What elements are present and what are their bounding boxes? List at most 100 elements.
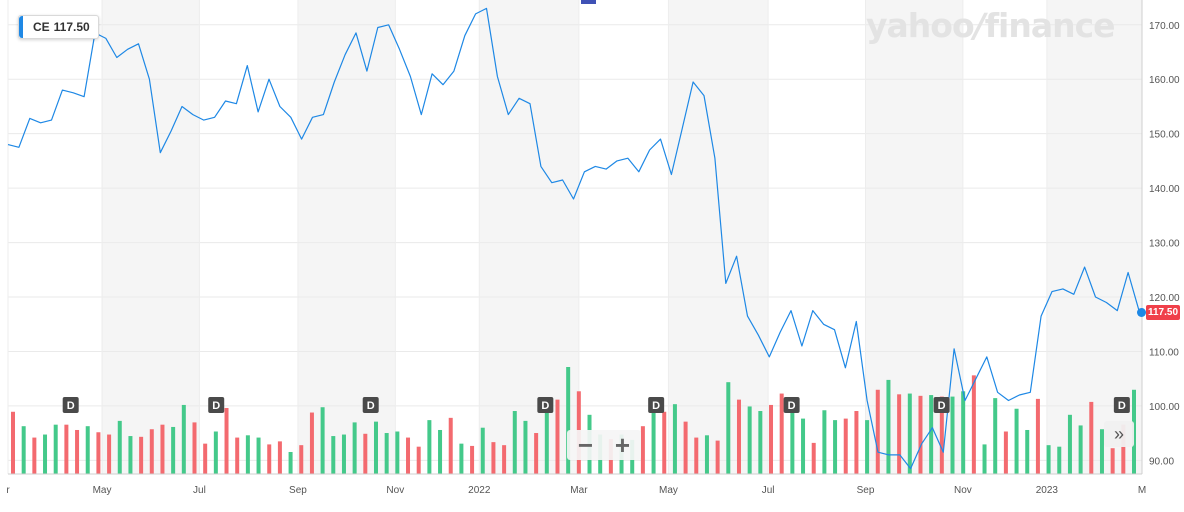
volume-bar — [929, 395, 934, 474]
x-tick-label: 2022 — [468, 485, 491, 496]
price-line — [7, 7, 1140, 470]
volume-bar — [43, 434, 48, 474]
y-tick-label: 110.00 — [1149, 347, 1179, 358]
volume-bar — [854, 411, 859, 474]
volume-bar — [11, 411, 15, 474]
volume-bar — [875, 389, 880, 474]
volume-bar — [21, 426, 26, 474]
volume-bar — [32, 437, 37, 474]
volume-bar — [491, 442, 496, 474]
volume-bar — [288, 451, 293, 474]
dividend-box — [783, 397, 800, 413]
volume-bar — [672, 404, 677, 474]
volume-bar — [961, 391, 966, 474]
volume-bar — [726, 382, 731, 474]
month-bands — [102, 0, 1142, 474]
volume-bar — [843, 418, 848, 474]
volume-bar — [1078, 425, 1083, 474]
volume-bar — [96, 432, 101, 474]
volume-bar — [192, 422, 197, 474]
volume-bar — [736, 399, 741, 474]
volume-bar — [224, 407, 229, 474]
volume-bar — [939, 396, 944, 474]
dividend-box — [62, 397, 79, 413]
volume-bar — [694, 437, 699, 474]
volume-bar — [822, 410, 827, 474]
volume-bar — [459, 443, 464, 474]
volume-bar — [640, 426, 645, 474]
y-tick-label: 170.00 — [1149, 21, 1180, 32]
x-tick-label: Sep — [289, 485, 307, 496]
volume-bar — [1132, 389, 1136, 474]
dividend-marker: D — [1113, 397, 1130, 413]
x-tick-label: Jul — [193, 485, 206, 496]
dividend-letter: D — [212, 400, 220, 412]
y-tick-label: 90.00 — [1149, 456, 1174, 467]
x-tick-label: Mar — [570, 485, 588, 496]
x-tick-label: M — [1138, 485, 1146, 496]
zoom-in-button[interactable]: + — [614, 429, 631, 460]
volume-bar — [758, 411, 763, 474]
volume-bar — [53, 424, 58, 474]
shaded-month-band — [479, 0, 579, 474]
volume-bar — [1046, 445, 1051, 474]
shaded-month-band — [102, 0, 200, 474]
volume-bar — [566, 367, 571, 474]
x-tick-label: Jul — [762, 485, 775, 496]
volume-bar — [139, 436, 144, 474]
volume-bar — [897, 394, 902, 474]
volume-bar — [117, 420, 122, 474]
volume-bar — [352, 422, 357, 474]
volume-bar — [534, 433, 539, 474]
range-marker[interactable] — [581, 0, 596, 4]
ticker-symbol: CE — [33, 20, 50, 34]
dividend-letter: D — [367, 400, 375, 412]
price-line-group — [7, 7, 1140, 470]
volume-bar — [1035, 398, 1040, 474]
axes: 90.00 100.00 110.00 120.00 130.00 140.00 150.0… — [6, 0, 1180, 496]
volume-bar — [406, 437, 411, 474]
volume-bars — [11, 367, 1136, 474]
volume-bar — [341, 434, 346, 474]
y-tick-label: 120.00 — [1149, 293, 1180, 304]
logo-finance: finance — [984, 6, 1116, 45]
y-tick-label: 140.00 — [1149, 184, 1180, 195]
volume-bar — [213, 431, 218, 474]
volume-bar — [149, 429, 154, 474]
volume-bar — [950, 396, 955, 474]
volume-bar — [107, 434, 112, 474]
volume-bar — [502, 445, 507, 474]
dividend-letter: D — [1118, 400, 1126, 412]
volume-bar — [277, 441, 282, 474]
volume-bar — [85, 426, 90, 474]
dividend-letter: D — [938, 400, 946, 412]
volume-bar — [384, 433, 389, 474]
zoom-controls: − + — [567, 430, 641, 460]
ticker-badge[interactable]: CE 117.50 — [18, 15, 99, 39]
dividend-marker: D — [62, 397, 79, 413]
volume-bar — [886, 379, 891, 474]
volume-bar — [683, 421, 688, 474]
scroll-forward-button[interactable]: » — [1104, 421, 1134, 447]
volume-bar — [256, 437, 261, 474]
dividend-marker: D — [933, 397, 950, 413]
logo-yahoo: yahoo — [866, 6, 975, 45]
volume-bar — [1057, 446, 1062, 474]
dividend-box — [648, 397, 665, 413]
volume-bar — [470, 445, 475, 474]
volume-bar — [320, 407, 325, 474]
zoom-out-button[interactable]: − — [577, 429, 594, 460]
volume-bar — [203, 443, 208, 474]
dividend-letter: D — [652, 400, 660, 412]
dividend-marker: D — [537, 397, 554, 413]
x-tick-label: 2023 — [1036, 485, 1059, 496]
volume-bar — [181, 404, 186, 474]
volume-bar — [309, 412, 314, 474]
dividend-box — [537, 397, 554, 413]
dividend-marker: D — [783, 397, 800, 413]
volume-bar — [331, 436, 336, 474]
dividend-box — [933, 397, 950, 413]
volume-bar — [544, 412, 549, 474]
